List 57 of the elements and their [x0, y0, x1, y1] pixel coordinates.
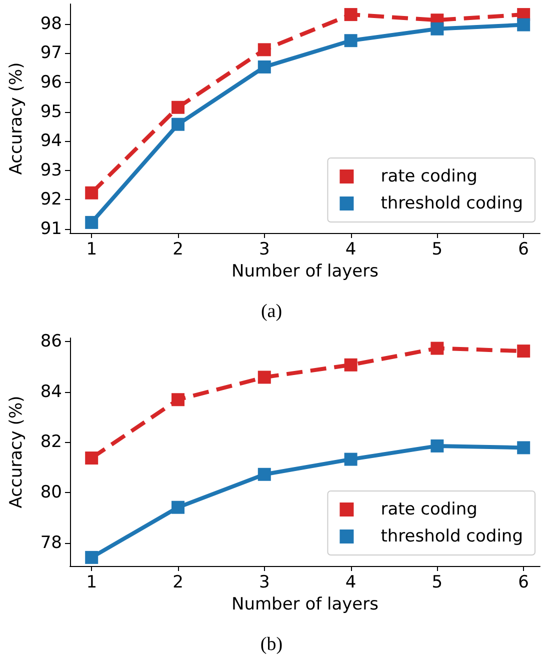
point — [258, 370, 271, 384]
y-tick-label: 80 — [40, 482, 62, 503]
y-tick-label: 92 — [40, 190, 62, 210]
legend-label: rate coding — [380, 166, 478, 186]
x-tick-label: 6 — [518, 572, 529, 592]
point — [171, 500, 184, 514]
point — [344, 358, 358, 372]
point — [171, 118, 184, 131]
point — [258, 468, 271, 481]
point — [517, 344, 530, 358]
x-tick-label: 2 — [172, 240, 184, 260]
point — [430, 439, 444, 452]
y-tick-label: 86 — [40, 332, 62, 352]
y-tick-label: 84 — [40, 382, 62, 402]
y-tick-label: 93 — [40, 160, 62, 180]
y-tick-label: 91 — [40, 218, 62, 239]
y-tick-label: 96 — [40, 72, 62, 92]
y-tick-label: 82 — [40, 432, 62, 452]
x-axis-title: Number of layers — [232, 594, 379, 614]
point — [85, 216, 98, 229]
text: (b) — [260, 634, 283, 655]
point — [85, 186, 98, 200]
y-tick-label: 95 — [40, 102, 62, 122]
point — [344, 34, 358, 48]
point — [85, 452, 98, 465]
point — [344, 8, 358, 22]
text: (a) — [260, 301, 282, 322]
point — [430, 342, 444, 355]
x-tick-label: 3 — [258, 572, 270, 592]
y-tick-label: 78 — [40, 532, 62, 553]
point — [517, 441, 530, 454]
point — [171, 100, 184, 114]
y-axis-title: Accuracy (%) — [6, 396, 26, 508]
legend-label: rate coding — [380, 500, 478, 520]
y-tick-label: 98 — [40, 14, 62, 34]
x-tick-label: 1 — [86, 240, 98, 260]
legend-label: threshold coding — [380, 194, 524, 214]
y-axis-title: Accuracy (%) — [6, 62, 26, 175]
x-tick-label: 4 — [345, 240, 356, 260]
point — [171, 393, 184, 406]
point — [85, 550, 98, 564]
point — [430, 22, 444, 36]
x-tick-label: 5 — [432, 240, 443, 260]
x-tick-label: 3 — [258, 240, 270, 260]
x-tick-label: 6 — [518, 240, 529, 260]
x-tick-label: 1 — [86, 572, 98, 592]
x-axis-title: Number of layers — [232, 262, 379, 282]
legend-label: threshold coding — [380, 526, 524, 546]
point — [344, 452, 358, 466]
point — [258, 43, 271, 56]
y-tick-label: 97 — [40, 43, 62, 64]
point — [258, 60, 271, 74]
point — [517, 18, 530, 32]
x-tick-label: 2 — [172, 572, 184, 592]
x-tick-label: 4 — [345, 572, 356, 592]
y-tick-label: 94 — [40, 131, 62, 152]
x-tick-label: 5 — [432, 572, 443, 592]
